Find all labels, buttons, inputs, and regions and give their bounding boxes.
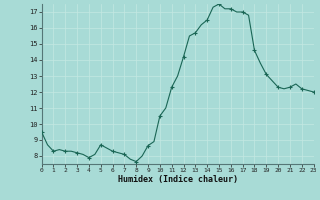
X-axis label: Humidex (Indice chaleur): Humidex (Indice chaleur)	[118, 175, 237, 184]
